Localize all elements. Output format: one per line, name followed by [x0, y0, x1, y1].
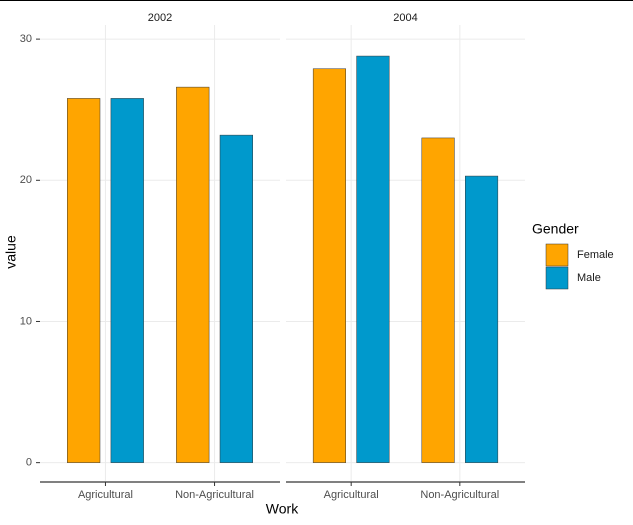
- y-tick-label: 10: [20, 315, 32, 327]
- bar: [176, 86, 210, 463]
- bar: [421, 137, 455, 463]
- x-tick-label: Agricultural: [324, 489, 379, 501]
- legend-label: Male: [577, 272, 601, 284]
- legend-swatch: [545, 266, 569, 290]
- x-tick-label: Non-Agricultural: [175, 489, 254, 501]
- bar: [219, 134, 253, 463]
- legend-swatch: [545, 243, 569, 267]
- bar: [312, 68, 346, 463]
- bar: [67, 98, 101, 463]
- legend-title: Gender: [532, 221, 579, 237]
- y-axis-label: value: [3, 235, 19, 269]
- x-tick-label: Non-Agricultural: [420, 489, 499, 501]
- y-tick-label: 20: [20, 174, 32, 186]
- bar: [356, 55, 390, 463]
- x-axis-label: Work: [266, 501, 299, 517]
- bar: [110, 98, 144, 463]
- y-tick-label: 30: [20, 33, 32, 45]
- x-tick-label: Agricultural: [78, 489, 133, 501]
- facet-title: 2004: [393, 12, 417, 24]
- facet-title: 2002: [148, 12, 172, 24]
- bar: [465, 175, 499, 463]
- legend-label: Female: [577, 249, 614, 261]
- y-tick-label: 0: [26, 457, 32, 469]
